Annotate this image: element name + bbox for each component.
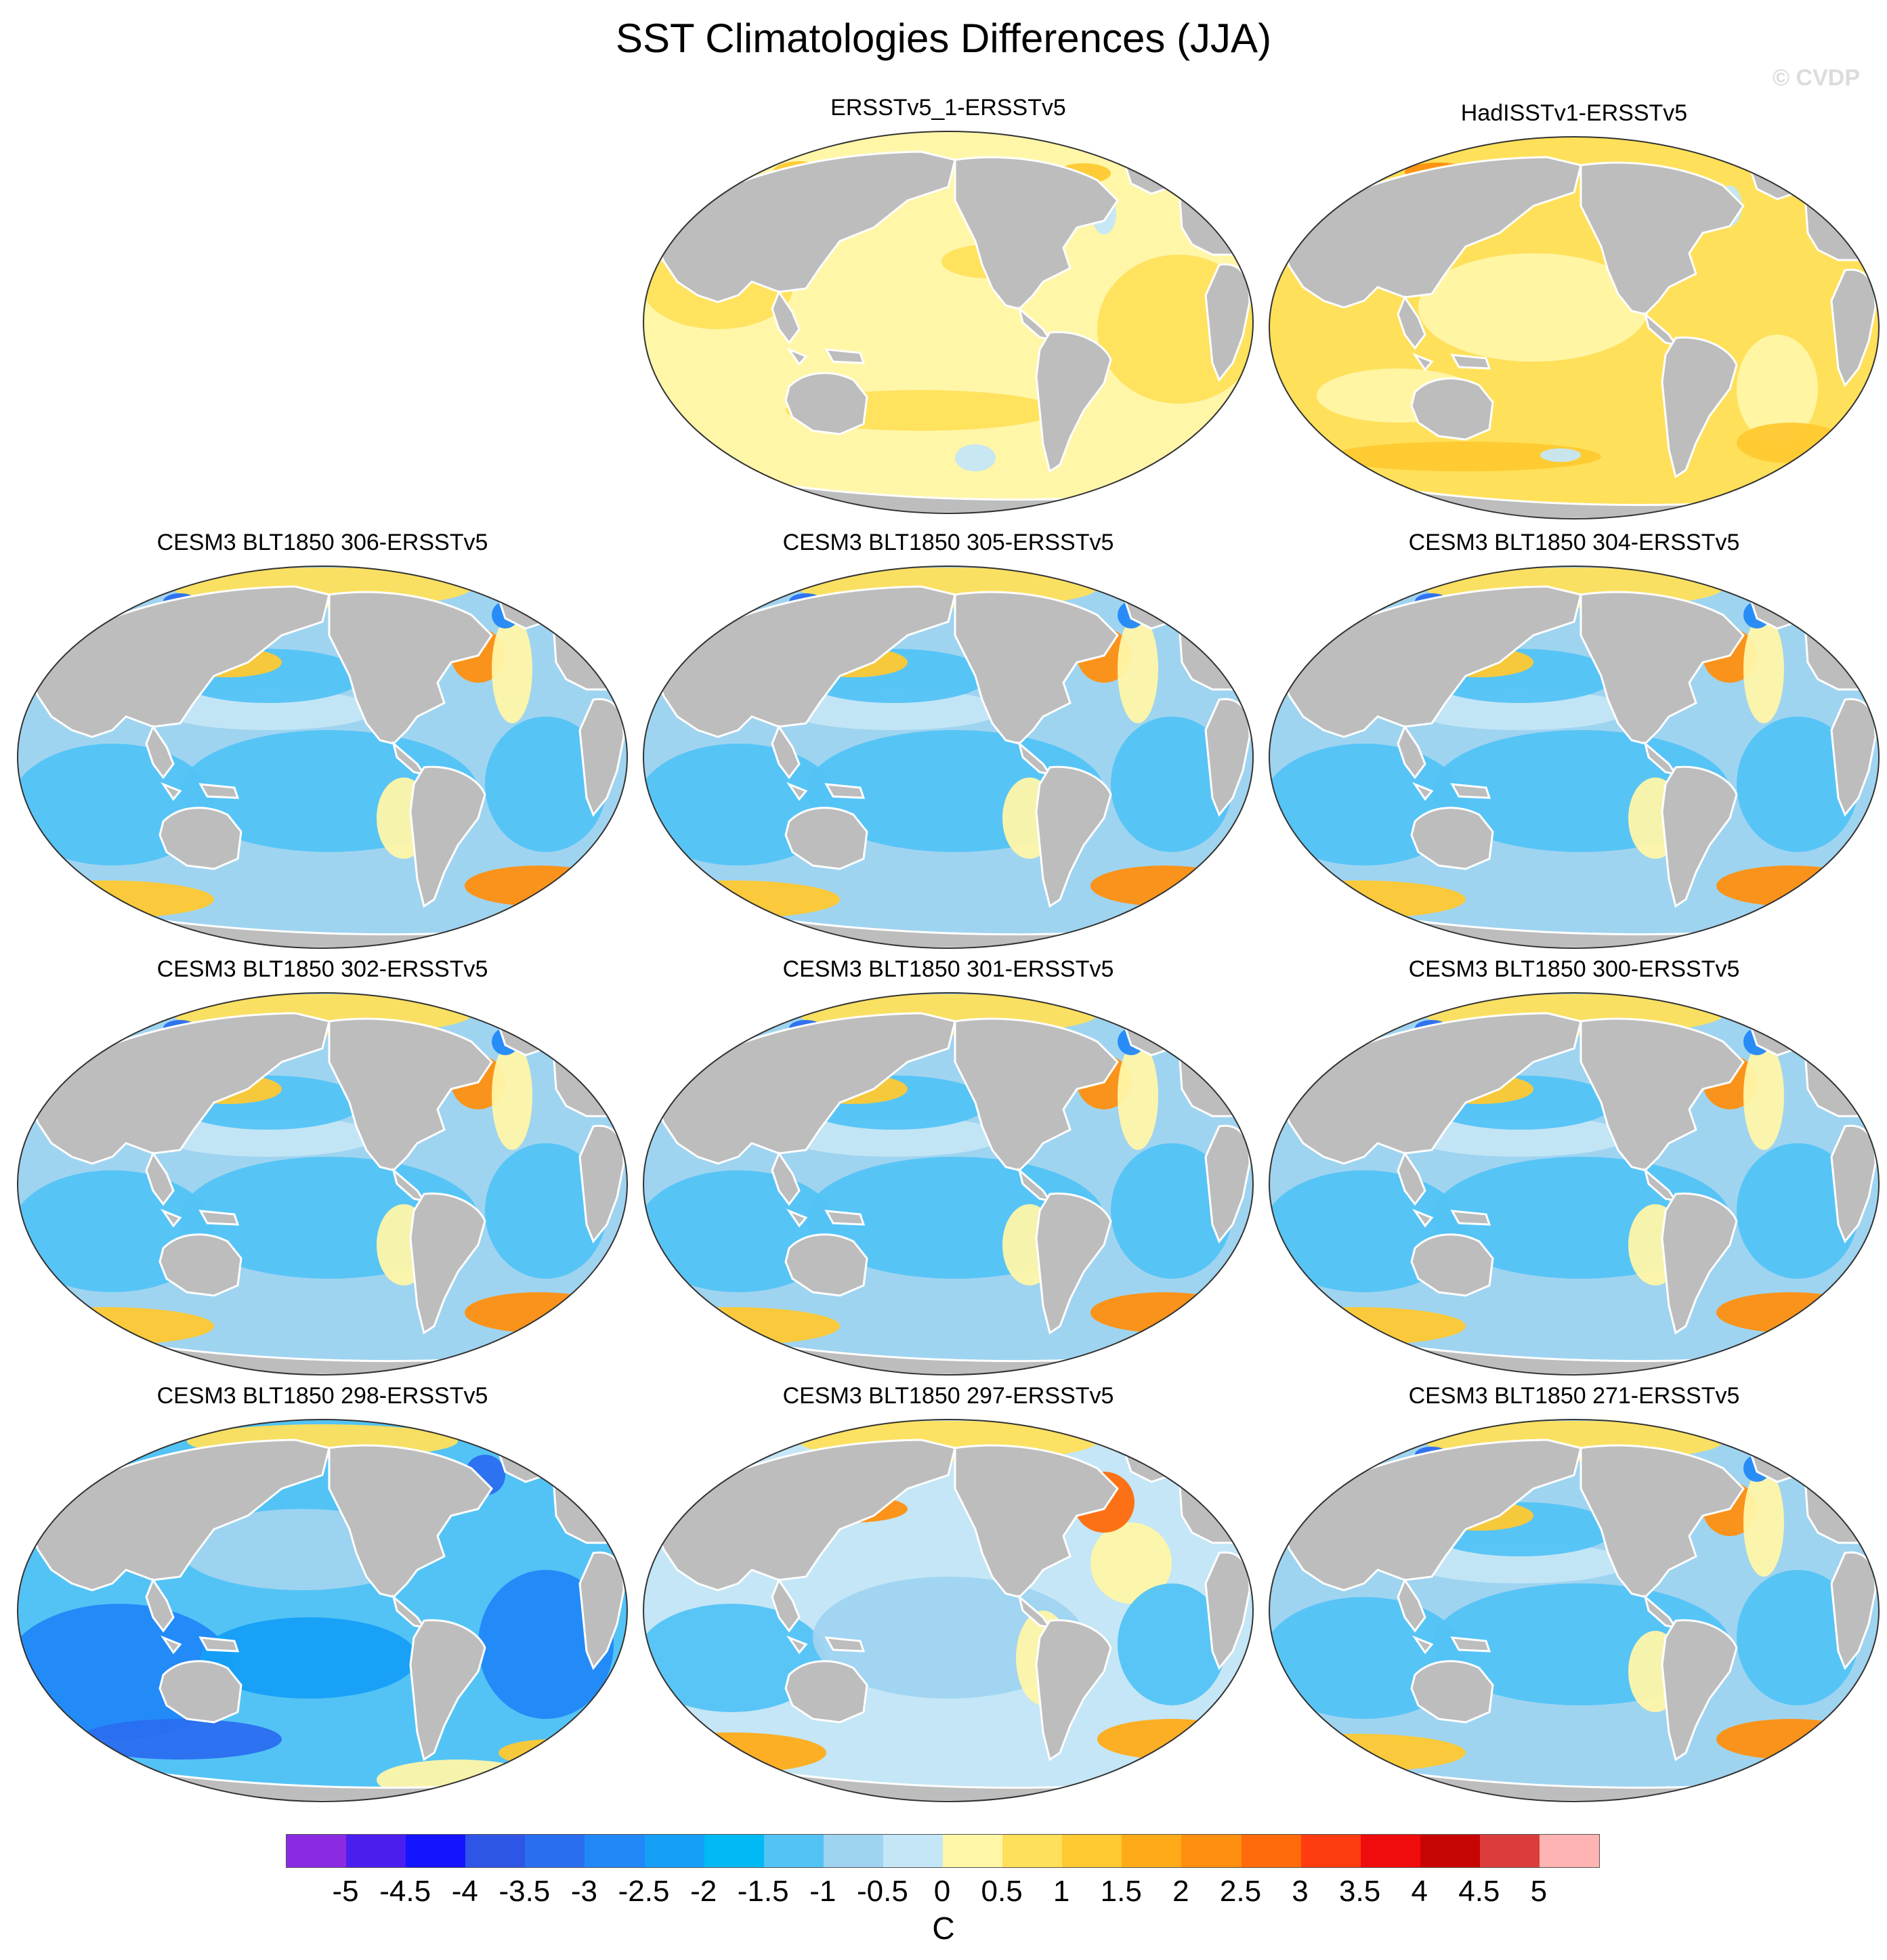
colorbar-swatch — [346, 1835, 406, 1867]
colorbar-tick-label: -2.5 — [618, 1875, 670, 1908]
colorbar-swatch — [287, 1835, 347, 1867]
panel-title: HadISSTv1-ERSSTv5 — [1460, 100, 1688, 126]
panel-title: CESM3 BLT1850 298-ERSSTv5 — [156, 1383, 488, 1409]
panel-title: ERSSTv5_1-ERSSTv5 — [830, 95, 1066, 121]
panel-title: CESM3 BLT1850 306-ERSSTv5 — [156, 530, 488, 555]
colorbar-tick-label: 4.5 — [1458, 1875, 1500, 1908]
sst-difference-map — [643, 566, 1254, 949]
sst-difference-map — [17, 992, 628, 1376]
colorbar-swatch — [1062, 1835, 1122, 1867]
colorbar-tick-label: -3 — [570, 1875, 598, 1908]
map-panel: CESM3 BLT1850 306-ERSSTv5 — [11, 530, 634, 963]
colorbar-swatch — [943, 1835, 1003, 1867]
sst-difference-map — [17, 1419, 628, 1802]
sst-difference-map — [643, 1419, 1254, 1802]
colorbar-swatch — [644, 1835, 704, 1867]
map-panel: CESM3 BLT1850 271-ERSSTv5 — [1263, 1383, 1886, 1816]
colorbar-tick-label: -2 — [690, 1875, 717, 1908]
colorbar-tick-label: -4 — [451, 1875, 478, 1908]
colorbar-tick-label: 3.5 — [1339, 1875, 1381, 1908]
colorbar-tick-label: -1.5 — [737, 1875, 789, 1908]
panel-title: CESM3 BLT1850 301-ERSSTv5 — [782, 956, 1114, 982]
colorbar-tick-label: 4 — [1411, 1875, 1428, 1908]
panel-title: CESM3 BLT1850 304-ERSSTv5 — [1408, 530, 1740, 555]
map-panel: CESM3 BLT1850 300-ERSSTv5 — [1263, 956, 1886, 1390]
panel-title: CESM3 BLT1850 305-ERSSTv5 — [782, 530, 1114, 555]
sst-difference-map — [1269, 566, 1880, 949]
colorbar-tick-label: -3.5 — [499, 1875, 551, 1908]
colorbar-tick-label: 2.5 — [1219, 1875, 1262, 1908]
colorbar-tick-label: 3 — [1292, 1875, 1309, 1908]
colorbar-tick-labels: -5 -4.5 -4 -3.5 -3 -2.5 -2 -1.5 -1 -0.5 0 0.5 1 1.5 2 2… — [0, 1875, 1887, 1915]
colorbar-swatch — [465, 1835, 526, 1867]
panel-title: CESM3 BLT1850 297-ERSSTv5 — [782, 1383, 1114, 1409]
sst-difference-map — [1269, 1419, 1880, 1802]
map-panel: HadISSTv1-ERSSTv5 — [1263, 100, 1886, 534]
colorbar-tick-label: 0 — [933, 1875, 951, 1908]
panel-title: CESM3 BLT1850 302-ERSSTv5 — [156, 956, 488, 982]
colorbar-swatch — [406, 1835, 466, 1867]
colorbar-swatch — [1241, 1835, 1301, 1867]
colorbar-tick-label: 0.5 — [981, 1875, 1023, 1908]
sst-difference-map — [643, 131, 1254, 514]
map-panel: CESM3 BLT1850 298-ERSSTv5 — [11, 1383, 634, 1816]
map-panel: CESM3 BLT1850 297-ERSSTv5 — [637, 1383, 1260, 1816]
colorbar-swatch — [1181, 1835, 1242, 1867]
colorbar — [286, 1834, 1600, 1868]
colorbar-swatch — [883, 1835, 944, 1867]
map-panel: CESM3 BLT1850 301-ERSSTv5 — [637, 956, 1260, 1390]
colorbar-units: C — [932, 1911, 955, 1946]
colorbar-swatch — [1360, 1835, 1420, 1867]
colorbar-swatch — [1479, 1835, 1540, 1867]
colorbar-swatch — [1539, 1835, 1600, 1867]
colorbar-tick-label: -0.5 — [856, 1875, 908, 1908]
panel-title: CESM3 BLT1850 300-ERSSTv5 — [1408, 956, 1740, 982]
colorbar-swatch — [763, 1835, 824, 1867]
map-panel: CESM3 BLT1850 305-ERSSTv5 — [637, 530, 1260, 963]
map-panel: ERSSTv5_1-ERSSTv5 — [637, 95, 1260, 528]
colorbar-tick-label: -1 — [809, 1875, 836, 1908]
sst-difference-map — [643, 992, 1254, 1376]
colorbar-swatch — [704, 1835, 764, 1867]
colorbar-swatch — [1300, 1835, 1361, 1867]
cvdp-watermark: © CVDP — [1773, 65, 1860, 91]
colorbar-swatch — [1122, 1835, 1182, 1867]
colorbar-swatch — [1002, 1835, 1063, 1867]
colorbar-tick-label: 1 — [1053, 1875, 1070, 1908]
map-panel: CESM3 BLT1850 302-ERSSTv5 — [11, 956, 634, 1390]
sst-difference-map — [1269, 136, 1880, 519]
panel-title: CESM3 BLT1850 271-ERSSTv5 — [1408, 1383, 1740, 1409]
colorbar-swatch — [525, 1835, 585, 1867]
figure-title: SST Climatologies Differences (JJA) — [615, 16, 1272, 61]
map-panel: CESM3 BLT1850 304-ERSSTv5 — [1263, 530, 1886, 963]
sst-difference-map — [1269, 992, 1880, 1376]
colorbar-tick-label: 1.5 — [1100, 1875, 1142, 1908]
colorbar-swatch — [1420, 1835, 1480, 1867]
colorbar-tick-label: 2 — [1172, 1875, 1189, 1908]
colorbar-tick-label: -5 — [332, 1875, 359, 1908]
colorbar-swatch — [823, 1835, 883, 1867]
colorbar-swatch — [585, 1835, 645, 1867]
sst-difference-map — [17, 566, 628, 949]
colorbar-tick-label: -4.5 — [379, 1875, 431, 1908]
colorbar-tick-label: 5 — [1530, 1875, 1548, 1908]
